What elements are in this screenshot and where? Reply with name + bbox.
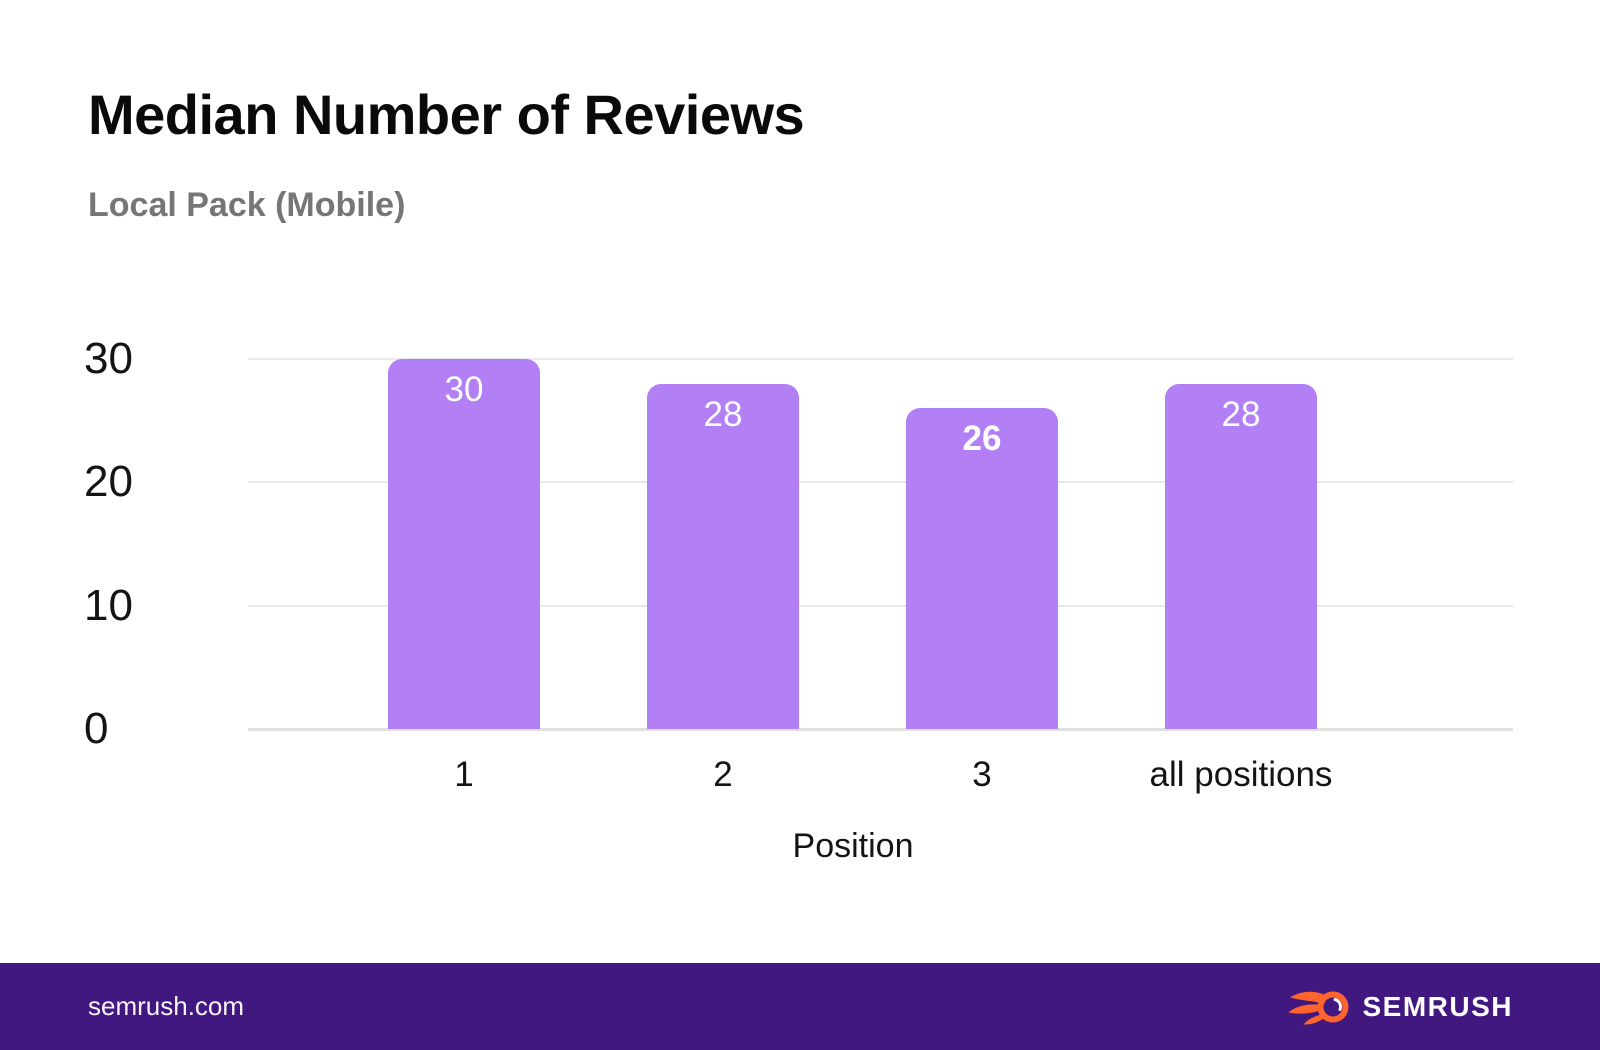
semrush-logo-text: SEMRUSH — [1362, 990, 1513, 1022]
chart-subtitle: Local Pack (Mobile) — [88, 186, 406, 224]
y-axis-tick-10: 10 — [84, 580, 133, 630]
footer-site-text: semrush.com — [88, 991, 245, 1021]
gridline-20 — [248, 481, 1513, 484]
semrush-flame-icon — [1288, 991, 1349, 1025]
bar-1: 30 — [388, 359, 540, 729]
y-axis-tick-0: 0 — [84, 704, 109, 753]
bar-all positions: 28 — [1165, 383, 1317, 729]
bar-3: 26 — [906, 408, 1058, 729]
bar-value-label: 28 — [1221, 394, 1261, 434]
x-axis-tick-2: 2 — [713, 755, 733, 794]
footer-bar: semrush.com SEMRUSH — [0, 963, 1600, 1050]
bar-value-label: 26 — [962, 419, 1002, 459]
gridline-10 — [248, 604, 1513, 607]
chart-title: Median Number of Reviews — [88, 83, 805, 146]
bar-value-label: 28 — [703, 394, 743, 434]
gridline-0 — [248, 728, 1513, 731]
y-axis-tick-20: 20 — [84, 457, 133, 507]
bar-2: 28 — [647, 383, 799, 729]
bar-chart: 0 10 20 30 30 28 26 28 1 2 3 all positions Positi… — [84, 334, 1513, 865]
y-axis-tick-30: 30 — [84, 334, 133, 383]
x-axis-tick-all positions: all positions — [1149, 755, 1333, 794]
bar-value-label: 30 — [444, 370, 484, 409]
gridline-30 — [248, 358, 1513, 360]
semrush-logo: SEMRUSH — [1286, 963, 1513, 1050]
x-axis-tick-3: 3 — [972, 755, 992, 794]
x-axis-tick-1: 1 — [454, 755, 474, 794]
x-axis-title: Position — [792, 827, 914, 865]
